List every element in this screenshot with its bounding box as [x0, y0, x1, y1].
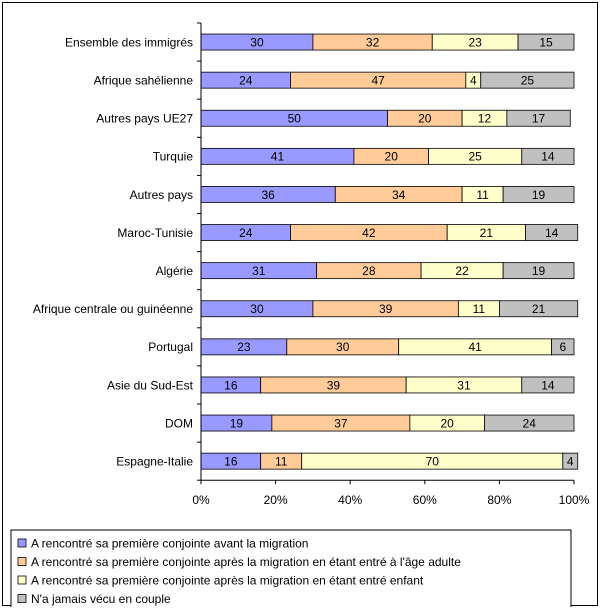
legend-swatch — [17, 538, 27, 548]
bar-segment — [525, 224, 579, 241]
bar-segment — [502, 262, 575, 280]
bar-segment — [480, 71, 575, 89]
data-label: 21 — [480, 226, 494, 240]
data-label: 39 — [379, 302, 393, 316]
data-label: 11 — [476, 188, 489, 202]
data-label: 16 — [224, 454, 238, 468]
x-tick-label: 0% — [192, 493, 210, 507]
bar-segment — [506, 109, 571, 127]
bar-segment — [521, 147, 575, 165]
data-label: 31 — [457, 378, 471, 392]
data-label: 31 — [252, 264, 266, 278]
data-label: 28 — [362, 264, 376, 278]
category-label: Afrique centrale ou guinéenne — [33, 302, 193, 316]
data-label: 14 — [545, 226, 559, 240]
category-label: Portugal — [148, 340, 193, 354]
axis-layer — [197, 22, 575, 485]
data-label: 34 — [392, 188, 406, 202]
data-label: 21 — [532, 302, 546, 316]
bar-segment — [502, 186, 575, 203]
data-label: 14 — [541, 378, 555, 392]
data-label: 23 — [237, 340, 251, 354]
data-label: 20 — [441, 416, 455, 430]
bar-segment — [517, 33, 575, 51]
data-label: 37 — [334, 416, 348, 430]
x-tick-label: 60% — [413, 493, 437, 507]
legend-swatch — [17, 594, 27, 603]
data-label: 17 — [532, 112, 546, 126]
data-label: 24 — [239, 226, 253, 240]
data-label: 4 — [470, 73, 477, 87]
data-label: 41 — [271, 150, 285, 164]
x-tick-label: 100% — [559, 493, 590, 507]
data-label: 70 — [426, 454, 440, 468]
data-label: 41 — [468, 340, 482, 354]
data-label: 50 — [288, 112, 302, 126]
data-label: 6 — [559, 340, 566, 354]
labels-layer: 30 32 23 15 Ensemble des immigrés 24 47 4 25 Afri… — [33, 35, 590, 507]
data-label: 30 — [250, 302, 264, 316]
data-label: 19 — [230, 416, 244, 430]
data-label: 11 — [275, 454, 288, 468]
data-label: 25 — [521, 73, 535, 87]
legend: A rencontré sa première conjointe avant … — [10, 529, 572, 607]
data-label: 19 — [532, 264, 546, 278]
legend-swatch — [17, 557, 27, 566]
legend-entry: N'a jamais vécu en couple — [31, 592, 171, 606]
data-label: 20 — [418, 112, 432, 126]
legend-swatch — [17, 575, 27, 585]
category-label: Autres pays UE27 — [96, 112, 193, 126]
legend-box — [10, 529, 572, 607]
x-tick-label: 20% — [264, 493, 288, 507]
data-label: 4 — [567, 454, 574, 468]
data-label: 25 — [468, 150, 482, 164]
data-label: 24 — [239, 73, 253, 87]
category-label: Espagne-Italie — [116, 454, 193, 468]
legend-entry: A rencontré sa première conjointe après … — [31, 574, 424, 588]
data-label: 14 — [541, 150, 555, 164]
x-tick-label: 40% — [338, 493, 362, 507]
bar-segment — [521, 376, 575, 394]
category-label: Maroc-Tunisie — [117, 226, 193, 240]
category-label: Ensemble des immigrés — [65, 35, 193, 49]
data-label: 15 — [539, 35, 553, 49]
data-label: 16 — [224, 378, 238, 392]
category-label: DOM — [165, 416, 193, 430]
data-label: 19 — [532, 188, 546, 202]
category-label: Algérie — [156, 264, 194, 278]
data-label: 47 — [371, 73, 385, 87]
data-label: 32 — [366, 35, 380, 49]
data-label: 20 — [385, 150, 399, 164]
data-label: 12 — [478, 112, 492, 126]
data-label: 30 — [336, 340, 350, 354]
data-label: 39 — [327, 378, 341, 392]
data-label: 42 — [362, 226, 376, 240]
bar-segment — [562, 452, 579, 470]
x-tick-label: 80% — [487, 493, 511, 507]
legend-entry: A rencontré sa première conjointe avant … — [31, 537, 308, 551]
stacked-bar-chart: 30 32 23 15 Ensemble des immigrés 24 47 4 25 Afri… — [10, 22, 590, 607]
data-label: 24 — [523, 416, 537, 430]
data-label: 23 — [468, 35, 482, 49]
category-label: Afrique sahélienne — [94, 73, 194, 87]
category-label: Asie du Sud-Est — [107, 378, 194, 392]
bars-layer — [200, 33, 579, 470]
category-label: Autres pays — [130, 188, 193, 202]
data-label: 11 — [473, 302, 486, 316]
bar-segment — [498, 300, 579, 318]
bar-segment — [484, 414, 575, 432]
legend-entry: A rencontré sa première conjointe après … — [31, 555, 461, 569]
category-label: Turquie — [153, 150, 194, 164]
data-label: 30 — [250, 35, 264, 49]
data-label: 22 — [455, 264, 469, 278]
data-label: 36 — [261, 188, 275, 202]
bar-segment — [551, 338, 575, 356]
